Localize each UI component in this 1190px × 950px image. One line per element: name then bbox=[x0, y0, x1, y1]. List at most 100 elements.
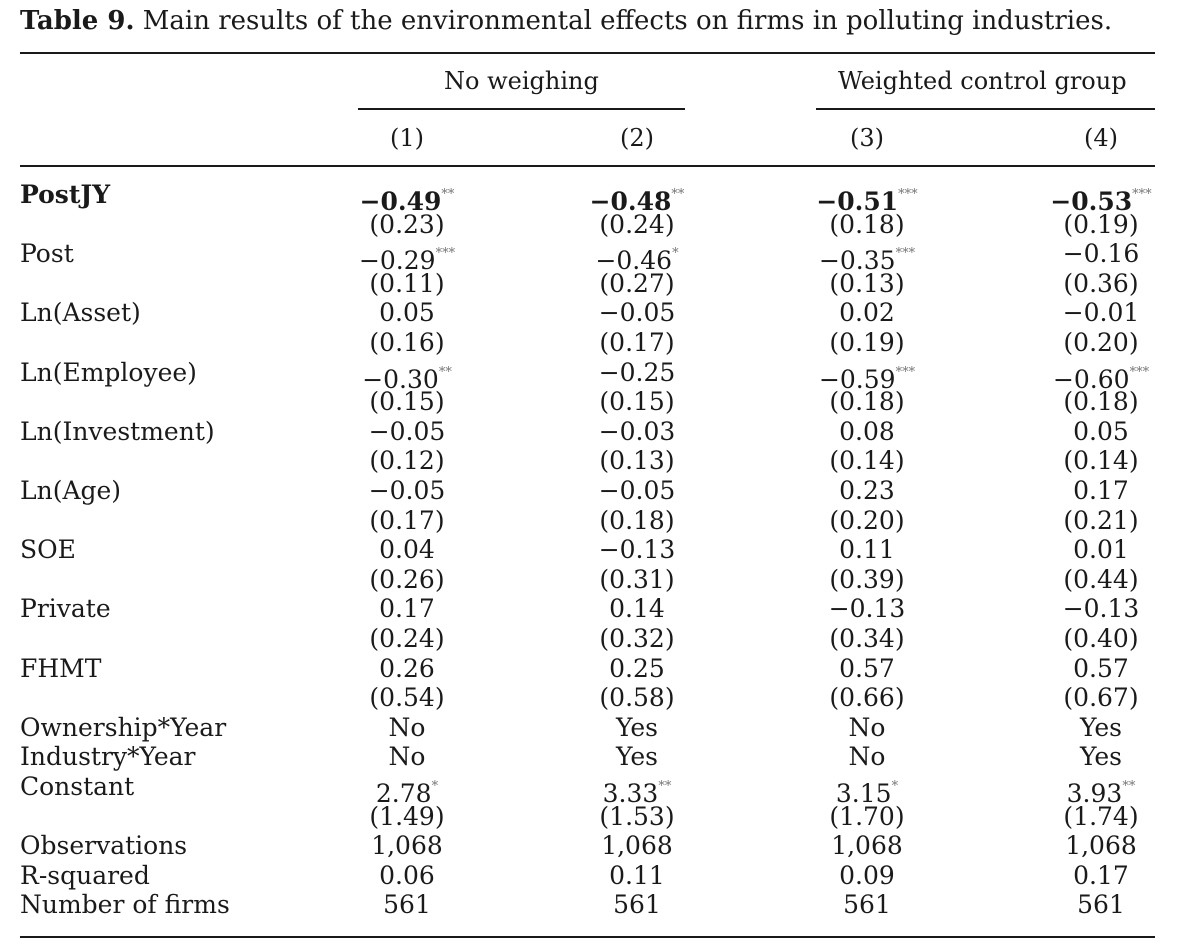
table-cell: Yes bbox=[557, 713, 717, 743]
cell-value: 0.57 bbox=[839, 654, 895, 683]
cell-value: 3.93 bbox=[1066, 779, 1123, 808]
cell-value: −0.46 bbox=[595, 246, 673, 275]
table-cell: 0.11 bbox=[557, 861, 717, 891]
table-cell: −0.03 bbox=[557, 417, 717, 447]
table-cell: (0.14) bbox=[787, 446, 947, 476]
cell-value: (0.67) bbox=[1063, 683, 1139, 712]
significance-stars: *** bbox=[435, 246, 456, 261]
significance-stars: * bbox=[431, 779, 439, 794]
cell-value: −0.13 bbox=[598, 535, 676, 564]
table-cell: (0.44) bbox=[1021, 565, 1181, 595]
cell-value: (0.18) bbox=[599, 506, 675, 535]
cell-value: (0.32) bbox=[599, 624, 675, 653]
table-cell: 0.04 bbox=[327, 535, 487, 565]
cell-value: −0.05 bbox=[598, 298, 676, 327]
cell-value: (0.27) bbox=[599, 269, 675, 298]
cell-value: 3.15 bbox=[835, 779, 892, 808]
cell-value: (0.18) bbox=[1063, 387, 1139, 416]
table-row: Private 0.17 0.14 −0.13 −0.13 bbox=[0, 594, 1190, 624]
table-cell: (0.24) bbox=[327, 624, 487, 654]
table-cell: −0.05 bbox=[557, 298, 717, 328]
table-cell: 0.57 bbox=[787, 654, 947, 684]
table-cell: (0.23) bbox=[327, 210, 487, 240]
table-row: Ownership*Year No Yes No Yes bbox=[0, 713, 1190, 743]
table-cell: −0.13 bbox=[557, 535, 717, 565]
group-rule-left bbox=[358, 108, 685, 110]
cell-value: (0.13) bbox=[599, 446, 675, 475]
cell-value: −0.53 bbox=[1050, 187, 1133, 216]
cell-value: (0.24) bbox=[599, 210, 675, 239]
table-cell: (0.36) bbox=[1021, 269, 1181, 299]
cell-value: No bbox=[388, 742, 426, 771]
table-cell: −0.53*** bbox=[1021, 180, 1181, 217]
row-label: FHMT bbox=[20, 654, 102, 683]
table-cell: (0.19) bbox=[1021, 210, 1181, 240]
cell-value: 0.14 bbox=[609, 594, 665, 623]
cell-value: (0.39) bbox=[829, 565, 905, 594]
table-cell: (0.26) bbox=[327, 565, 487, 595]
cell-value: (0.13) bbox=[829, 269, 905, 298]
table-cell: (0.20) bbox=[787, 506, 947, 536]
table-cell: (0.12) bbox=[327, 446, 487, 476]
significance-stars: ** bbox=[658, 779, 672, 794]
table-cell: (0.15) bbox=[557, 387, 717, 417]
table-row: SOE 0.04 −0.13 0.11 0.01 bbox=[0, 535, 1190, 565]
cell-value: (0.58) bbox=[599, 683, 675, 712]
cell-value: (0.44) bbox=[1063, 565, 1139, 594]
table-cell: 1,068 bbox=[1021, 831, 1181, 861]
row-label: Ln(Employee) bbox=[20, 358, 197, 387]
table-caption-label: Table 9. bbox=[20, 6, 135, 36]
table-cell: (0.11) bbox=[327, 269, 487, 299]
table-row: Ln(Asset) 0.05 −0.05 0.02 −0.01 bbox=[0, 298, 1190, 328]
table-cell: −0.25 bbox=[557, 358, 717, 388]
table-row: Constant 2.78* 3.33** 3.15* 3.93** bbox=[0, 772, 1190, 808]
table-cell: 0.14 bbox=[557, 594, 717, 624]
table-cell: 3.33** bbox=[557, 772, 717, 809]
significance-stars: *** bbox=[895, 365, 916, 380]
cell-value: (0.17) bbox=[599, 328, 675, 357]
cell-value: 1,068 bbox=[601, 831, 673, 860]
group-header-no-weighing: No weighing bbox=[444, 67, 599, 95]
table-cell: −0.51*** bbox=[787, 180, 947, 217]
table-row: (0.17) (0.18) (0.20) (0.21) bbox=[0, 506, 1190, 536]
row-label: Constant bbox=[20, 772, 135, 801]
cell-value: (0.18) bbox=[829, 387, 905, 416]
table-cell: −0.13 bbox=[1021, 594, 1181, 624]
table-cell: 1,068 bbox=[327, 831, 487, 861]
table-cell: (0.27) bbox=[557, 269, 717, 299]
table-row: (0.54) (0.58) (0.66) (0.67) bbox=[0, 683, 1190, 713]
table-cell: (1.53) bbox=[557, 802, 717, 832]
table-cell: −0.35*** bbox=[787, 239, 947, 276]
table-cell: 0.25 bbox=[557, 654, 717, 684]
cell-value: −0.05 bbox=[368, 476, 446, 505]
table-cell: (0.16) bbox=[327, 328, 487, 358]
cell-value: Yes bbox=[616, 713, 658, 742]
table-cell: (0.66) bbox=[787, 683, 947, 713]
cell-value: −0.05 bbox=[598, 476, 676, 505]
table-cell: 561 bbox=[1021, 890, 1181, 920]
cell-value: −0.13 bbox=[1062, 594, 1140, 623]
table-cell: (0.17) bbox=[557, 328, 717, 358]
row-label: Ownership*Year bbox=[20, 713, 227, 742]
table-cell: (0.40) bbox=[1021, 624, 1181, 654]
table-row: (0.23) (0.24) (0.18) (0.19) bbox=[0, 210, 1190, 240]
cell-value: 0.23 bbox=[839, 476, 895, 505]
table-cell: 0.06 bbox=[327, 861, 487, 891]
table-cell: (0.67) bbox=[1021, 683, 1181, 713]
table-cell: No bbox=[327, 713, 487, 743]
cell-value: 0.04 bbox=[379, 535, 435, 564]
table-cell: No bbox=[787, 742, 947, 772]
row-label: Post bbox=[20, 239, 74, 268]
table-cell: −0.46* bbox=[557, 239, 717, 276]
table-cell: 0.05 bbox=[327, 298, 487, 328]
cell-value: (1.70) bbox=[829, 802, 905, 831]
row-label: SOE bbox=[20, 535, 76, 564]
table-cell: (0.17) bbox=[327, 506, 487, 536]
bottom-rule bbox=[20, 936, 1155, 938]
significance-stars: ** bbox=[438, 365, 452, 380]
cell-value: (0.11) bbox=[369, 269, 445, 298]
table-cell: (1.70) bbox=[787, 802, 947, 832]
table-cell: No bbox=[787, 713, 947, 743]
row-label: Observations bbox=[20, 831, 188, 860]
significance-stars: *** bbox=[1129, 365, 1150, 380]
